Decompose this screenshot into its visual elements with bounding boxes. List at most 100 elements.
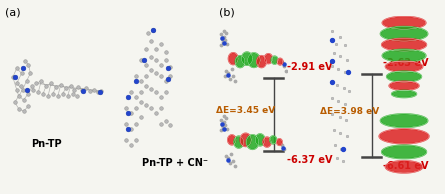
Point	[157, 63, 164, 67]
Point	[346, 90, 353, 93]
Point	[87, 89, 94, 93]
Point	[165, 78, 172, 81]
Point	[218, 33, 225, 36]
Point	[225, 72, 232, 75]
Point	[142, 84, 150, 87]
Point	[224, 158, 231, 161]
Point	[333, 83, 340, 87]
Point	[223, 42, 231, 45]
Point	[15, 94, 22, 98]
Polygon shape	[380, 114, 428, 127]
Point	[11, 75, 18, 79]
Point	[279, 60, 286, 63]
Point	[49, 92, 57, 95]
Point	[227, 152, 235, 155]
Point	[147, 87, 154, 90]
Point	[123, 138, 130, 141]
Point	[138, 90, 145, 94]
Point	[142, 48, 150, 51]
Point	[279, 146, 287, 150]
Point	[340, 147, 347, 150]
Point	[20, 98, 27, 101]
Point	[157, 95, 164, 98]
Point	[328, 29, 335, 32]
Point	[167, 65, 174, 68]
Polygon shape	[387, 71, 421, 82]
Polygon shape	[379, 129, 429, 144]
Point	[281, 64, 288, 68]
Polygon shape	[235, 56, 245, 68]
Point	[20, 110, 27, 113]
Point	[9, 75, 16, 79]
Point	[218, 122, 226, 125]
Point	[138, 79, 145, 82]
Point	[62, 87, 69, 90]
Text: ΔE=3.98 eV: ΔE=3.98 eV	[320, 107, 380, 116]
Point	[48, 82, 55, 85]
Point	[218, 36, 226, 40]
Point	[162, 90, 169, 94]
Point	[219, 41, 227, 44]
Point	[128, 90, 135, 94]
Point	[79, 88, 86, 91]
Point	[330, 128, 337, 131]
Point	[162, 51, 169, 54]
Point	[337, 55, 344, 58]
Point	[147, 106, 154, 109]
Text: Pn-TP + CN⁻: Pn-TP + CN⁻	[142, 158, 208, 168]
Text: -6.37 eV: -6.37 eV	[287, 155, 332, 165]
Polygon shape	[263, 137, 271, 147]
Point	[125, 127, 132, 130]
Point	[337, 131, 344, 134]
Point	[128, 143, 135, 146]
Point	[149, 29, 156, 32]
Point	[342, 118, 349, 121]
Polygon shape	[264, 54, 272, 64]
Point	[23, 79, 30, 82]
Polygon shape	[277, 58, 283, 65]
Point	[147, 40, 154, 43]
Point	[222, 75, 229, 78]
Point	[340, 160, 347, 163]
Point	[341, 44, 348, 47]
Point	[332, 144, 339, 147]
Point	[329, 80, 336, 83]
Point	[218, 124, 226, 127]
Polygon shape	[228, 53, 238, 65]
Point	[282, 70, 289, 73]
Point	[220, 42, 227, 45]
Point	[152, 48, 159, 51]
Polygon shape	[277, 139, 282, 145]
Point	[90, 88, 97, 91]
Text: -2.63 eV: -2.63 eV	[383, 58, 428, 68]
Point	[280, 62, 287, 65]
Point	[29, 84, 36, 87]
Point	[43, 84, 50, 87]
Point	[38, 79, 45, 82]
Polygon shape	[380, 26, 428, 41]
Point	[223, 127, 231, 130]
Point	[19, 67, 26, 70]
Point	[138, 100, 145, 103]
Point	[83, 87, 90, 90]
Point	[25, 63, 32, 66]
Point	[337, 36, 344, 39]
Point	[157, 106, 164, 109]
Point	[97, 89, 105, 93]
Point	[328, 96, 335, 99]
Point	[281, 148, 288, 151]
Polygon shape	[382, 145, 426, 159]
Point	[335, 99, 342, 102]
Point	[220, 127, 227, 130]
Point	[330, 52, 337, 55]
Point	[218, 38, 226, 41]
Polygon shape	[255, 134, 265, 146]
Point	[97, 91, 104, 94]
Point	[133, 79, 140, 82]
Point	[133, 106, 140, 109]
Point	[338, 147, 345, 150]
Text: -6.61 eV: -6.61 eV	[383, 161, 428, 171]
Point	[94, 91, 101, 94]
Point	[142, 103, 150, 106]
Point	[57, 83, 65, 86]
